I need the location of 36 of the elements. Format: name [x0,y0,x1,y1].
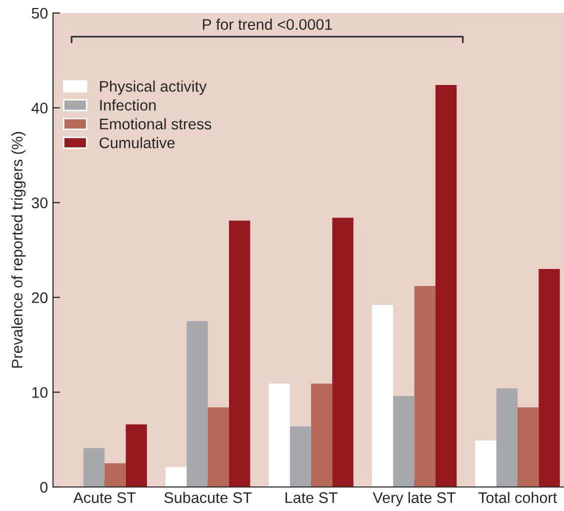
bar [538,268,560,487]
y-axis-title: Prevalence of reported triggers (%) [11,132,26,368]
bar [518,407,539,487]
bar [414,286,436,487]
x-tick-label: Total cohort [478,492,557,504]
y-tick-label: 0 [40,482,48,493]
legend-label: Infection [100,99,156,111]
bar [268,384,290,487]
y-tick-label: 10 [32,387,48,398]
legend-label: Physical activity [100,80,207,95]
x-tick-label: Subacute ST [164,492,252,504]
bar [372,304,394,487]
bar [496,388,518,487]
bar [166,467,187,487]
bar [83,448,105,487]
bar [435,85,457,487]
annotation: P for trend <0.0001 [202,18,332,30]
bar [311,384,332,487]
bar [126,424,147,487]
x-tick-label: Late ST [286,492,338,504]
bar [104,463,126,487]
legend-label: Cumulative [100,137,175,148]
legend-label: Emotional stress [100,118,212,130]
y-tick-label: 40 [32,102,48,114]
y-tick-label: 30 [32,197,48,208]
bar [332,218,354,487]
bar [208,407,230,487]
bar [475,440,496,487]
bar [229,220,250,487]
bar [186,321,208,487]
bar [393,396,414,487]
bar [290,426,312,487]
x-tick-label: Very late ST [372,492,456,506]
y-tick-label: 50 [32,8,48,19]
x-tick-label: Acute ST [73,492,136,504]
y-tick-label: 20 [32,292,48,304]
